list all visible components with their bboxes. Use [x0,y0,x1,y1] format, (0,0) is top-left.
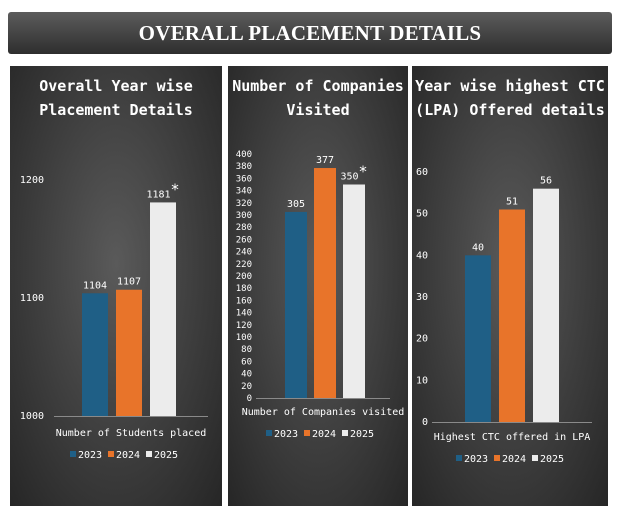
companies-visited-y-tick: 380 [236,162,252,172]
companies-visited-y-tick: 120 [236,321,252,331]
highest-ctc-bar-2023 [465,255,491,422]
companies-visited-y-tick: 280 [236,223,252,233]
highest-ctc-legend-swatch-2023 [456,455,462,461]
companies-visited-y-tick: 80 [241,345,252,355]
companies-visited-y-tick: 240 [236,248,252,258]
highest-ctc-legend-label-2023: 2023 [464,454,488,465]
companies-visited-bar-2023 [285,211,307,398]
companies-visited-legend-label-2025: 2025 [350,429,374,440]
highest-ctc-y-tick: 60 [416,167,428,178]
companies-visited-y-tick: 40 [241,370,252,380]
companies-visited-legend-label-2024: 2024 [312,429,336,440]
companies-visited-y-tick: 340 [236,187,252,197]
companies-visited-y-tick: 20 [241,382,252,392]
highest-ctc-y-tick: 0 [422,417,428,428]
companies-visited-title: Number of Companies Visited [232,77,404,119]
students-placed-bar-2024 [116,289,142,416]
companies-visited-legend-swatch-2024 [304,430,310,436]
highest-ctc-y-tick: 20 [416,334,428,345]
students-placed-bar-label-2025: 1181* [146,180,179,200]
students-placed-y-tick: 1200 [20,175,44,186]
highest-ctc-legend-swatch-2024 [494,455,500,461]
companies-visited-y-tick: 360 [236,174,252,184]
page-banner: OVERALL PLACEMENT DETAILS [8,12,612,54]
companies-visited-y-tick: 100 [236,333,252,343]
students-placed-legend-swatch-2024 [108,451,114,457]
highest-ctc-bar-label-2023: 40 [472,242,484,253]
highest-ctc-chart: 0 10 20 30 40 50 60 40 51 56 Highest CTC offered i… [416,167,592,465]
companies-visited-bar-label-2024: 377 [316,155,334,166]
companies-visited-bar-2024 [314,168,336,398]
companies-visited-bar-label-2023: 305 [287,199,305,210]
students-placed-legend-label-2024: 2024 [116,450,140,461]
highest-ctc-y-tick: 30 [416,292,428,303]
companies-visited-y-tick: 60 [241,357,252,367]
companies-visited-y-tick: 220 [236,260,252,270]
highest-ctc-legend-swatch-2025 [532,455,538,461]
students-placed-legend-label-2023: 2023 [78,450,102,461]
highest-ctc-y-tick: 50 [416,209,428,220]
companies-visited-panel: Number of Companies Visited 0 20 40 60 80 100… [228,66,408,506]
companies-visited-chart: 0 20 40 60 80 100 120 140 160 180 200 220 240 260 280 3… [236,150,405,440]
companies-visited-y-tick: 400 [236,150,252,160]
highest-ctc-x-label: Highest CTC offered in LPA [434,432,591,443]
companies-visited-y-tick: 0 [247,394,252,404]
page-title: OVERALL PLACEMENT DETAILS [138,20,482,45]
highest-ctc-legend-label-2024: 2024 [502,454,526,465]
students-placed-panel: Overall Year wise Placement Details 1000… [10,66,222,506]
students-placed-title: Overall Year wise Placement Details [39,77,193,119]
highest-ctc-bar-label-2024: 51 [506,197,518,208]
students-placed-legend-swatch-2025 [146,451,152,457]
highest-ctc-panel: Year wise highest CTC (LPA) Offered deta… [412,66,608,506]
companies-visited-x-label: Number of Companies visited [242,407,405,418]
companies-visited-y-tick: 200 [236,272,252,282]
highest-ctc-bar-label-2025: 56 [540,176,552,187]
companies-visited-legend-swatch-2023 [266,430,272,436]
students-placed-legend-label-2025: 2025 [154,450,178,461]
highest-ctc-y-tick: 10 [416,375,428,386]
companies-visited-legend-label-2023: 2023 [274,429,298,440]
students-placed-y-tick: 1000 [20,411,44,422]
companies-visited-y-tick: 300 [236,211,252,221]
students-placed-x-label: Number of Students placed [56,428,207,439]
students-placed-y-tick: 1100 [20,293,44,304]
highest-ctc-y-tick: 40 [416,250,428,261]
companies-visited-bar-label-2025: 350* [340,163,367,183]
highest-ctc-bar-2025 [533,188,559,422]
highest-ctc-title: Year wise highest CTC (LPA) Offered deta… [415,77,605,119]
companies-visited-y-tick: 180 [236,284,252,294]
students-placed-bar-label-2024: 1107 [117,277,141,288]
students-placed-legend-swatch-2023 [70,451,76,457]
companies-visited-bar-2025 [343,184,365,398]
companies-visited-y-tick: 260 [236,235,252,245]
companies-visited-y-tick: 160 [236,296,252,306]
companies-visited-y-tick: 320 [236,199,252,209]
students-placed-bar-2023 [82,293,108,416]
highest-ctc-legend-label-2025: 2025 [540,454,564,465]
students-placed-bar-2025 [150,202,176,416]
companies-visited-legend-swatch-2025 [342,430,348,436]
students-placed-bar-label-2023: 1104 [83,280,107,291]
highest-ctc-bar-2024 [499,209,525,422]
companies-visited-y-tick: 140 [236,309,252,319]
students-placed-chart: 1000 1100 1200 1104 1107 1181* Number of Stude… [20,175,208,461]
